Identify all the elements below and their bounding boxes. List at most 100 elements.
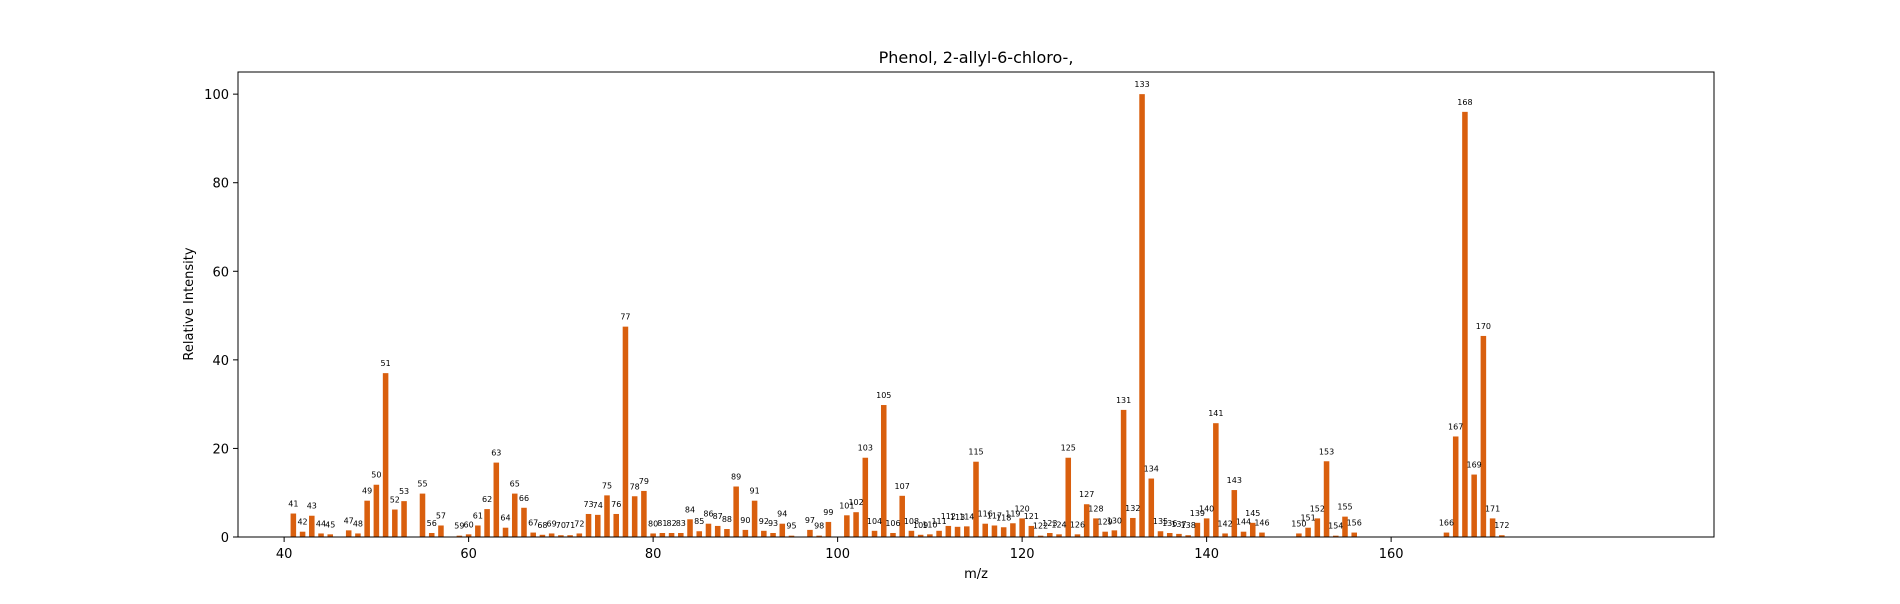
peak-label-137: 137 <box>1171 520 1186 529</box>
peak-bar-146 <box>1259 532 1265 537</box>
peak-label-69: 69 <box>547 519 557 528</box>
peak-label-141: 141 <box>1208 409 1223 418</box>
peak-label-127: 127 <box>1079 490 1094 499</box>
peak-bar-41 <box>290 513 297 537</box>
peak-bar-105 <box>880 405 887 537</box>
peak-label-92: 92 <box>759 517 769 526</box>
peak-bar-89 <box>733 486 739 537</box>
peak-label-112: 112 <box>941 512 956 521</box>
peak-bar-97 <box>807 529 813 537</box>
peak-bar-59 <box>456 535 463 537</box>
peak-bar-86 <box>705 523 712 537</box>
peak-bar-131 <box>1120 409 1127 537</box>
peak-label-142: 142 <box>1217 519 1232 528</box>
peak-bar-61 <box>475 525 481 537</box>
peak-label-146: 146 <box>1254 519 1269 528</box>
peak-bar-126 <box>1074 534 1081 537</box>
peak-bar-66 <box>521 507 527 537</box>
peak-bar-68 <box>539 534 546 537</box>
peak-bar-64 <box>502 527 509 537</box>
peak-bar-57 <box>438 525 444 537</box>
peak-bar-151 <box>1305 527 1311 537</box>
peak-bar-166 <box>1443 532 1450 537</box>
peak-label-81: 81 <box>657 519 667 528</box>
peak-bar-94 <box>779 523 786 537</box>
peak-label-61: 61 <box>473 511 483 520</box>
peak-bar-142 <box>1222 533 1228 537</box>
peak-label-128: 128 <box>1088 504 1103 513</box>
peak-bar-50 <box>373 484 380 537</box>
peak-label-93: 93 <box>768 519 778 528</box>
peak-bar-132 <box>1130 517 1136 537</box>
peak-label-50: 50 <box>371 471 381 480</box>
peak-label-144: 144 <box>1236 518 1251 527</box>
peak-label-99: 99 <box>823 508 833 517</box>
peak-label-134: 134 <box>1144 465 1159 474</box>
peak-label-155: 155 <box>1337 503 1352 512</box>
peak-label-115: 115 <box>968 448 983 457</box>
peak-label-107: 107 <box>895 482 910 491</box>
y-tick-label-40: 40 <box>212 354 229 369</box>
peak-bar-79 <box>641 490 647 537</box>
peak-bar-91 <box>751 500 758 537</box>
x-tick-label-120: 120 <box>1010 547 1035 562</box>
peak-bar-53 <box>401 501 407 537</box>
peak-label-123: 123 <box>1042 519 1057 528</box>
peak-label-87: 87 <box>713 512 723 521</box>
x-tick-label-140: 140 <box>1194 547 1219 562</box>
peak-bar-62 <box>484 509 490 537</box>
peak-label-89: 89 <box>731 473 741 482</box>
peak-bar-70 <box>558 535 564 537</box>
peak-label-113: 113 <box>950 513 965 522</box>
peak-label-45: 45 <box>325 520 335 529</box>
chart-title: Phenol, 2-allyl-6-chloro-, <box>879 48 1074 67</box>
x-axis-label: m/z <box>964 567 988 582</box>
peak-label-139: 139 <box>1190 509 1205 518</box>
peak-label-51: 51 <box>381 359 391 368</box>
peak-label-76: 76 <box>611 500 621 509</box>
peak-label-74: 74 <box>593 501 603 510</box>
peak-label-57: 57 <box>436 511 446 520</box>
peak-bar-137 <box>1176 533 1182 537</box>
peak-label-95: 95 <box>786 522 796 531</box>
peak-bar-47 <box>345 530 352 537</box>
peak-bar-153 <box>1323 461 1330 537</box>
peak-label-64: 64 <box>500 514 510 523</box>
peak-bar-121 <box>1028 525 1035 537</box>
peak-bar-67 <box>530 532 536 537</box>
peak-label-169: 169 <box>1467 461 1482 470</box>
peak-bar-85 <box>696 531 703 537</box>
peak-label-56: 56 <box>427 519 437 528</box>
peak-bar-75 <box>604 495 610 537</box>
peak-bar-72 <box>576 533 583 537</box>
y-tick-label-100: 100 <box>204 88 229 103</box>
peak-bar-111 <box>936 530 942 537</box>
peak-bar-150 <box>1296 533 1302 537</box>
peak-bar-155 <box>1342 516 1348 537</box>
peak-bar-127 <box>1083 504 1090 537</box>
peak-bar-49 <box>364 500 370 537</box>
peak-label-48: 48 <box>353 519 363 528</box>
peak-label-153: 153 <box>1319 447 1334 456</box>
peak-bar-99 <box>825 521 832 537</box>
peak-bar-171 <box>1489 518 1496 537</box>
peak-bar-51 <box>382 373 389 537</box>
peak-bar-107 <box>899 495 905 537</box>
peak-bar-154 <box>1333 535 1339 537</box>
peak-label-121: 121 <box>1024 512 1039 521</box>
peak-bar-84 <box>687 519 693 537</box>
peak-bar-48 <box>355 533 361 537</box>
y-tick-label-20: 20 <box>212 442 229 457</box>
peak-bar-73 <box>585 513 592 537</box>
peak-label-129: 129 <box>1098 518 1113 527</box>
peak-label-70: 70 <box>556 521 566 530</box>
peak-bar-119 <box>1010 523 1016 537</box>
peak-label-59: 59 <box>454 522 464 531</box>
peak-bar-134 <box>1148 478 1155 537</box>
peak-label-140: 140 <box>1199 504 1214 513</box>
peak-label-126: 126 <box>1070 520 1085 529</box>
peak-label-116: 116 <box>978 510 993 519</box>
peak-bar-129 <box>1102 531 1108 537</box>
